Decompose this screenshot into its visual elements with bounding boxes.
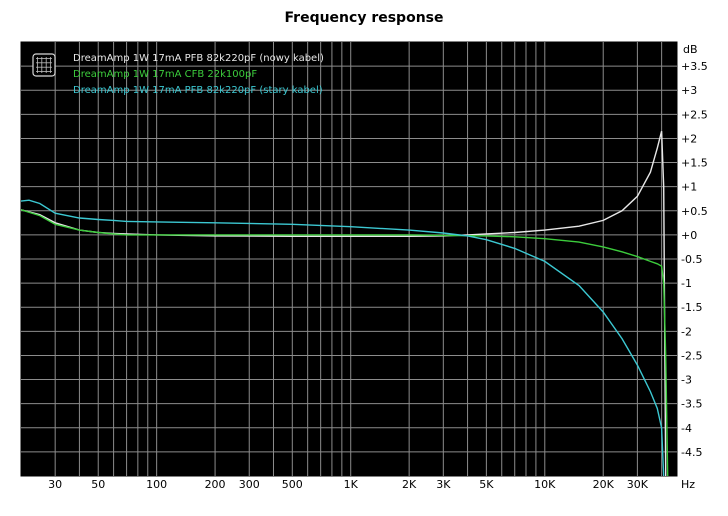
y-tick-label: -2 [681,325,692,338]
x-tick-label: 5K [479,478,494,491]
y-tick-label: -4 [681,422,692,435]
y-tick-label: +0 [681,229,697,242]
legend-grid-icon[interactable] [32,53,56,77]
y-tick-label: +2 [681,132,697,145]
y-tick-label: +3 [681,84,697,97]
y-tick-label: -1.5 [681,301,702,314]
x-tick-label: 200 [205,478,226,491]
x-tick-label: 10K [534,478,556,491]
y-tick-label: -3.5 [681,398,702,411]
x-tick-label: 1K [344,478,359,491]
x-tick-label: 500 [282,478,303,491]
x-tick-label: 2K [402,478,417,491]
y-tick-label: -4.5 [681,446,702,459]
x-tick-label: 300 [239,478,260,491]
y-tick-label: +1 [681,181,697,194]
x-tick-label: 100 [146,478,167,491]
x-tick-label: 30 [48,478,62,491]
y-tick-label: -1 [681,277,692,290]
grid-layer [21,42,677,476]
legend-icon-frame [32,53,56,77]
y-tick-label: -0.5 [681,253,702,266]
y-tick-label: +3.5 [681,60,708,73]
y-tick-label: -3 [681,374,692,387]
legend-label-3: DreamAmp 1W 17mA PFB 82k220pF (stary kab… [73,85,323,96]
series-line-3 [21,199,665,476]
legend-label-2: DreamAmp 1W 17mA CFB 22k100pF [73,69,257,80]
x-tick-label: 30K [627,478,649,491]
legend: DreamAmp 1W 17mA PFB 82k220pF (nowy kabe… [32,53,324,96]
y-tick-label: +2.5 [681,108,708,121]
y-tick-label: -2.5 [681,349,702,362]
x-tick-label: 50 [91,478,105,491]
x-tick-label: 3K [436,478,451,491]
y-axis-unit: dB [683,43,698,56]
axis-labels: Hz dB +3.5 +3 +2.5 +2 +1.5 +1 +0.5 +0 -0.5 -1 -1.5… [48,43,708,491]
x-axis-unit: Hz [681,478,695,491]
y-tick-label: +1.5 [681,157,708,170]
x-tick-label: 20K [593,478,615,491]
y-tick-label: +0.5 [681,205,708,218]
series-layer [21,131,669,476]
chart-title: Frequency response [284,10,444,26]
legend-label-1: DreamAmp 1W 17mA PFB 82k220pF (nowy kabe… [73,53,324,64]
